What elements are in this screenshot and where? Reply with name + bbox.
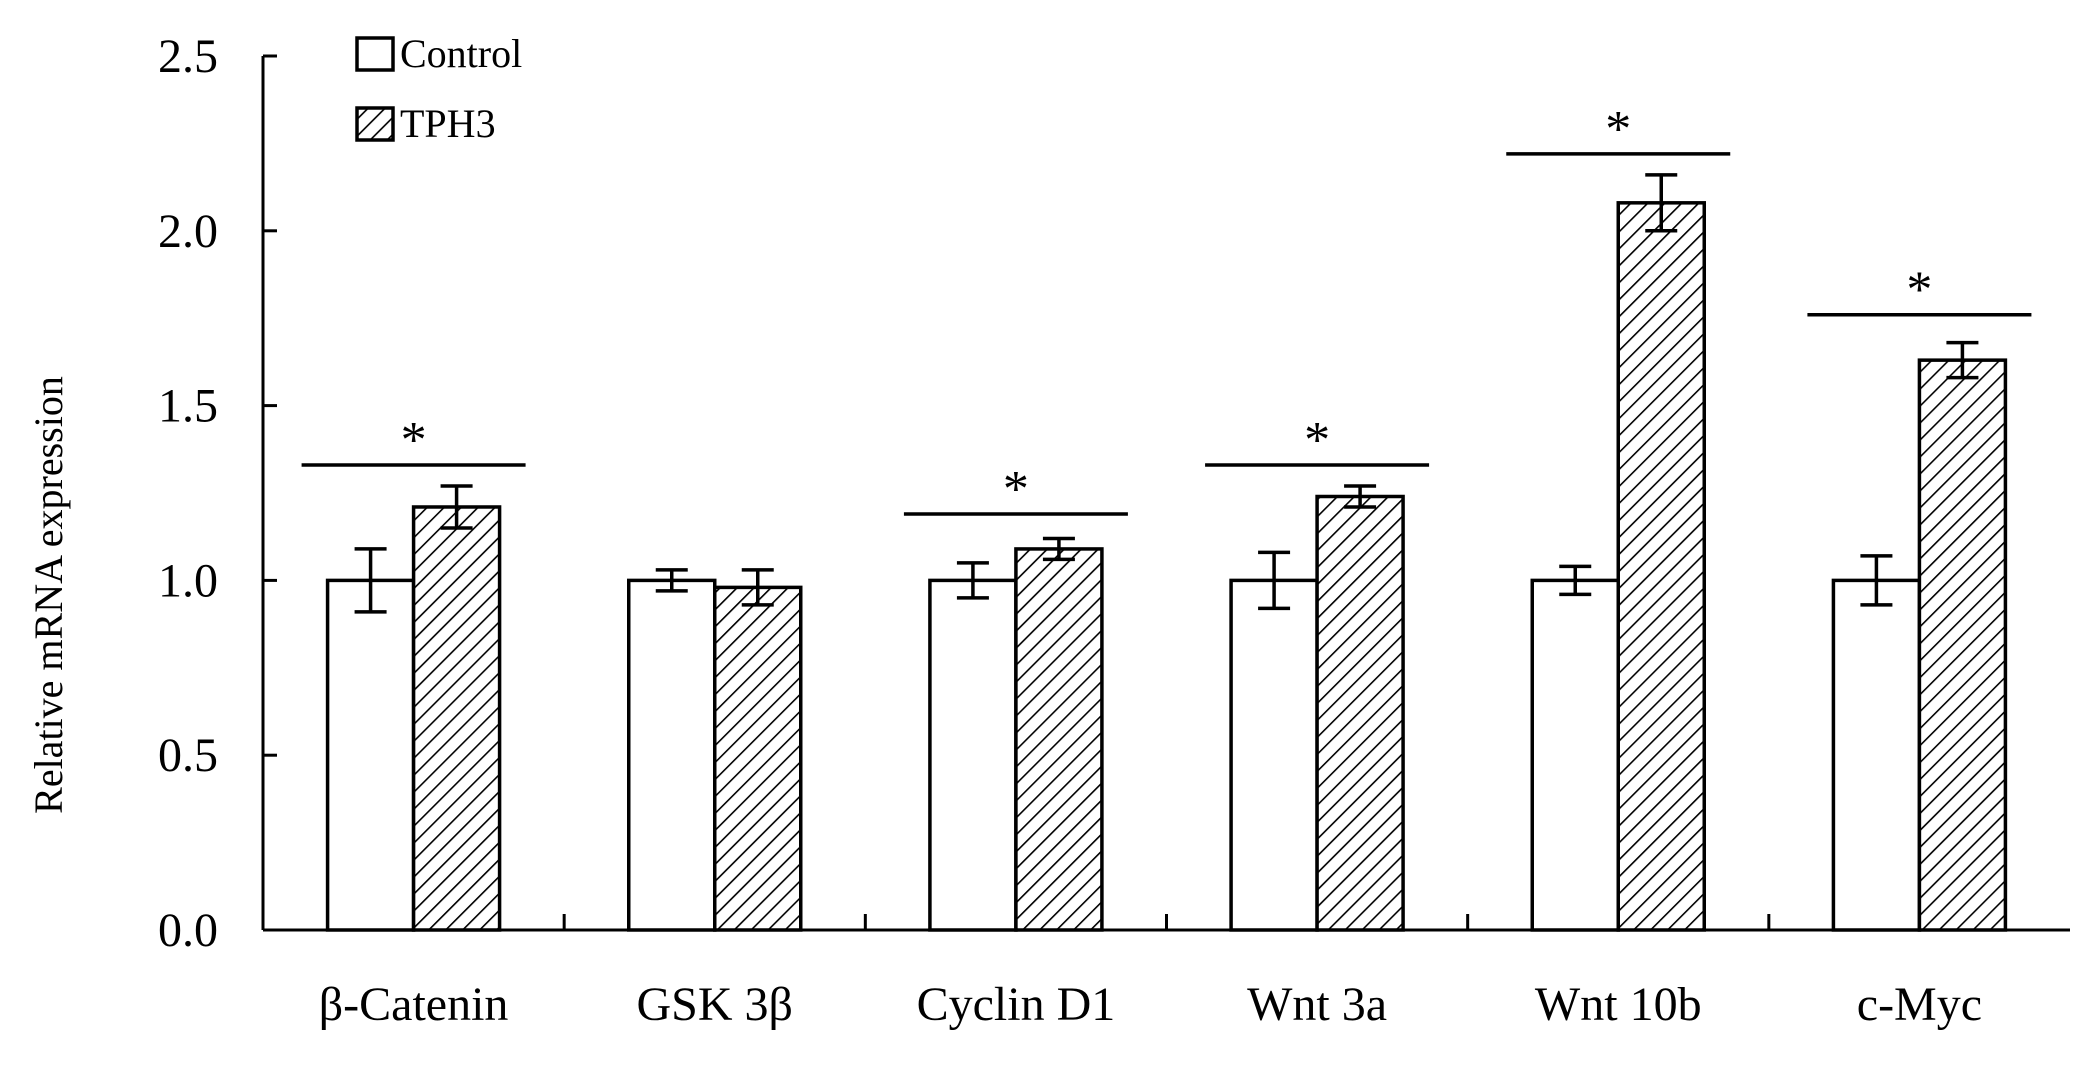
bar (1917, 358, 2008, 932)
legend-label: TPH3 (400, 101, 496, 146)
legend-swatch (355, 36, 395, 72)
bar (1229, 578, 1319, 932)
x-tick-label: Wnt 10b (1535, 978, 1702, 1031)
bar-group (1229, 484, 1405, 932)
bar (1315, 494, 1405, 932)
legend-label: Control (400, 31, 522, 76)
x-tick-label: β-Catenin (319, 978, 509, 1031)
x-tick-label: Cyclin D1 (917, 978, 1116, 1031)
significance-star: * (1605, 101, 1631, 158)
significance-star: * (1304, 412, 1330, 469)
bar-group (928, 536, 1104, 932)
bar (713, 585, 803, 932)
bar (325, 578, 416, 932)
bar (1831, 578, 1922, 932)
y-tick-label: 0.0 (158, 904, 218, 957)
bar-group (627, 568, 803, 932)
significance-star: * (401, 412, 427, 469)
y-tick-label: 1.0 (158, 554, 218, 607)
bar (928, 578, 1018, 932)
x-tick-label: Wnt 3a (1247, 978, 1387, 1031)
bar-group (1831, 340, 2008, 932)
significance-star: * (1906, 262, 1932, 319)
bar-group (1530, 173, 1706, 932)
bar (1014, 547, 1104, 932)
y-tick-label: 2.0 (158, 205, 218, 258)
x-tick-label: GSK 3β (637, 978, 793, 1031)
legend-swatch (355, 106, 395, 142)
bar-group (325, 484, 502, 932)
bar (411, 505, 502, 932)
y-tick-label: 2.5 (158, 30, 218, 83)
bar (627, 578, 717, 932)
y-axis-title: Relative mRNA expression (26, 376, 71, 814)
legend: Control TPH3 (355, 31, 522, 146)
y-tick-label: 1.5 (158, 380, 218, 433)
x-tick-label: c-Myc (1857, 978, 1982, 1031)
significance-star: * (1003, 461, 1029, 518)
bar (1530, 578, 1620, 932)
bar (1616, 201, 1706, 932)
plot-area: 0.0 0.5 1.0 1.5 2.0 2.5 β-Catenin GSK 3β Cyclin … (158, 30, 2070, 1031)
y-tick-label: 0.5 (158, 729, 218, 782)
